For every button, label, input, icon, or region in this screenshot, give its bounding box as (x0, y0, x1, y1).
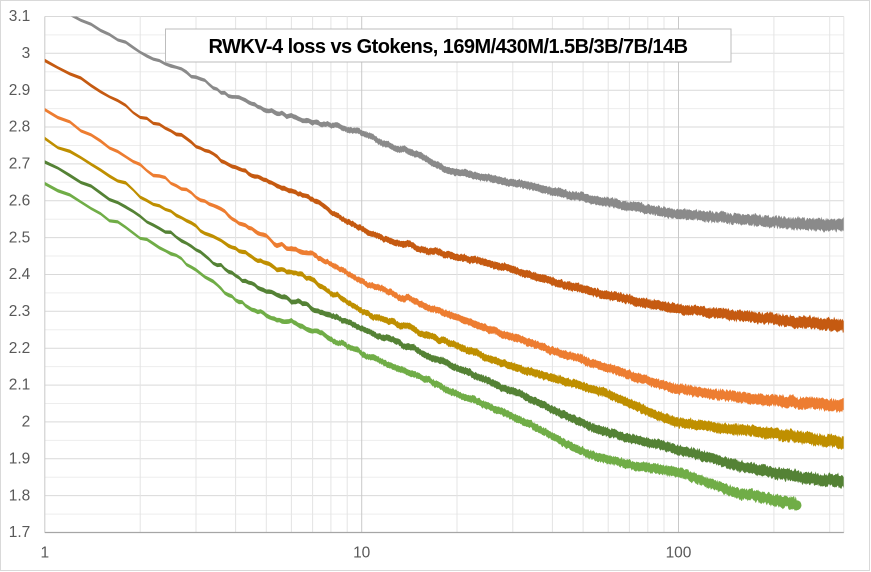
svg-text:2.7: 2.7 (9, 156, 31, 173)
svg-text:1.8: 1.8 (9, 487, 31, 504)
svg-text:10: 10 (353, 544, 371, 561)
svg-text:2.4: 2.4 (9, 266, 31, 283)
svg-text:3: 3 (22, 45, 31, 62)
svg-text:2.5: 2.5 (9, 229, 31, 246)
svg-text:2.3: 2.3 (9, 303, 31, 320)
svg-text:2: 2 (22, 414, 31, 431)
svg-text:RWKV-4 loss vs Gtokens, 169M/4: RWKV-4 loss vs Gtokens, 169M/430M/1.5B/3… (208, 36, 687, 58)
svg-text:1.9: 1.9 (9, 450, 31, 467)
svg-text:1.7: 1.7 (9, 524, 31, 541)
svg-text:100: 100 (666, 544, 692, 561)
svg-text:2.2: 2.2 (9, 340, 31, 357)
svg-text:3.1: 3.1 (9, 8, 31, 25)
svg-text:2.1: 2.1 (9, 377, 31, 394)
svg-text:2.8: 2.8 (9, 119, 31, 136)
svg-text:2.9: 2.9 (9, 82, 31, 99)
svg-text:2.6: 2.6 (9, 192, 31, 209)
svg-text:1: 1 (40, 544, 49, 561)
